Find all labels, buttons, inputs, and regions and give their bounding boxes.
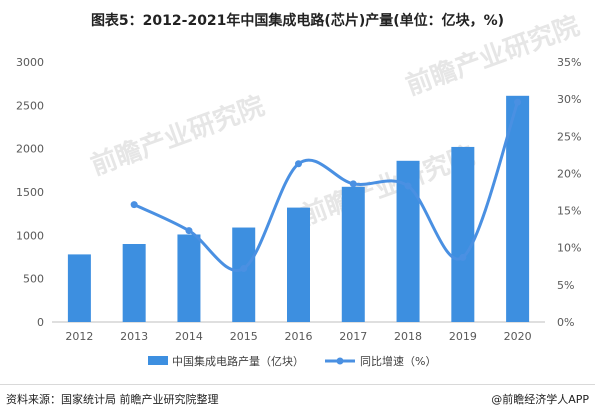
y-left-tick-label: 500 [23,273,44,286]
legend-bar-swatch [148,356,168,365]
y-left-tick-label: 2500 [16,99,44,112]
growth-rate-line [133,101,520,272]
growth-point-2017 [349,180,357,188]
y-right-tick-label: 10% [557,242,581,255]
bar-series [67,95,530,322]
x-tick-label: 2012 [65,330,93,343]
growth-point-2015 [240,265,248,273]
x-tick-label: 2015 [230,330,258,343]
bar-2017 [341,186,365,322]
y-right-tick-label: 15% [557,205,581,218]
line-series [130,98,522,273]
source-note: 资料来源：国家统计局 前瞻产业研究院整理 [6,393,219,406]
legend-line-marker [336,357,344,365]
credit-note: @前瞻经济学人APP [491,393,589,406]
growth-point-2014 [185,227,193,235]
bar-2013 [122,244,146,322]
watermark-text: 前瞻产业研究院 [297,140,479,231]
growth-point-2020 [514,98,522,106]
x-tick-label: 2020 [504,330,532,343]
growth-point-2013 [130,201,138,209]
x-tick-label: 2017 [339,330,367,343]
bar-2014 [177,234,201,322]
growth-point-2018 [404,182,412,190]
legend-line-label: 同比增速（%） [360,354,436,368]
growth-point-2016 [295,160,302,168]
footer-divider [0,384,595,385]
y-right-tick-label: 5% [557,279,574,292]
x-tick-label: 2018 [394,330,422,343]
y-right-tick-label: 20% [557,167,581,180]
y-left-tick-label: 3000 [16,56,44,69]
y-right-tick-label: 35% [557,56,581,69]
y-left-tick-label: 2000 [16,143,44,156]
bar-2019 [451,146,475,322]
y-left-tick-label: 1500 [16,186,44,199]
y-right-tick-label: 25% [557,130,581,143]
chart-title: 图表5：2012-2021年中国集成电路(芯片)产量(单位：亿块，%) [90,13,505,29]
y-right-tick-label: 0% [557,316,574,329]
x-tick-label: 2014 [175,330,203,343]
x-tick-label: 2013 [120,330,148,343]
bar-2016 [287,207,310,322]
y-left-tick-label: 1000 [16,229,44,242]
bar-2020 [506,95,530,322]
x-tick-label: 2019 [449,330,477,343]
bar-2018 [396,160,420,322]
growth-point-2019 [459,253,467,261]
y-left-tick-label: 0 [37,316,44,329]
watermark-text: 前瞻产业研究院 [87,90,269,181]
legend-bar-label: 中国集成电路产量（亿块） [172,354,304,368]
bar-2012 [67,254,91,322]
x-tick-label: 2016 [285,330,313,343]
y-right-tick-label: 30% [557,93,581,106]
bar-2015 [232,227,256,322]
legend: 中国集成电路产量（亿块） 同比增速（%） [148,354,436,368]
